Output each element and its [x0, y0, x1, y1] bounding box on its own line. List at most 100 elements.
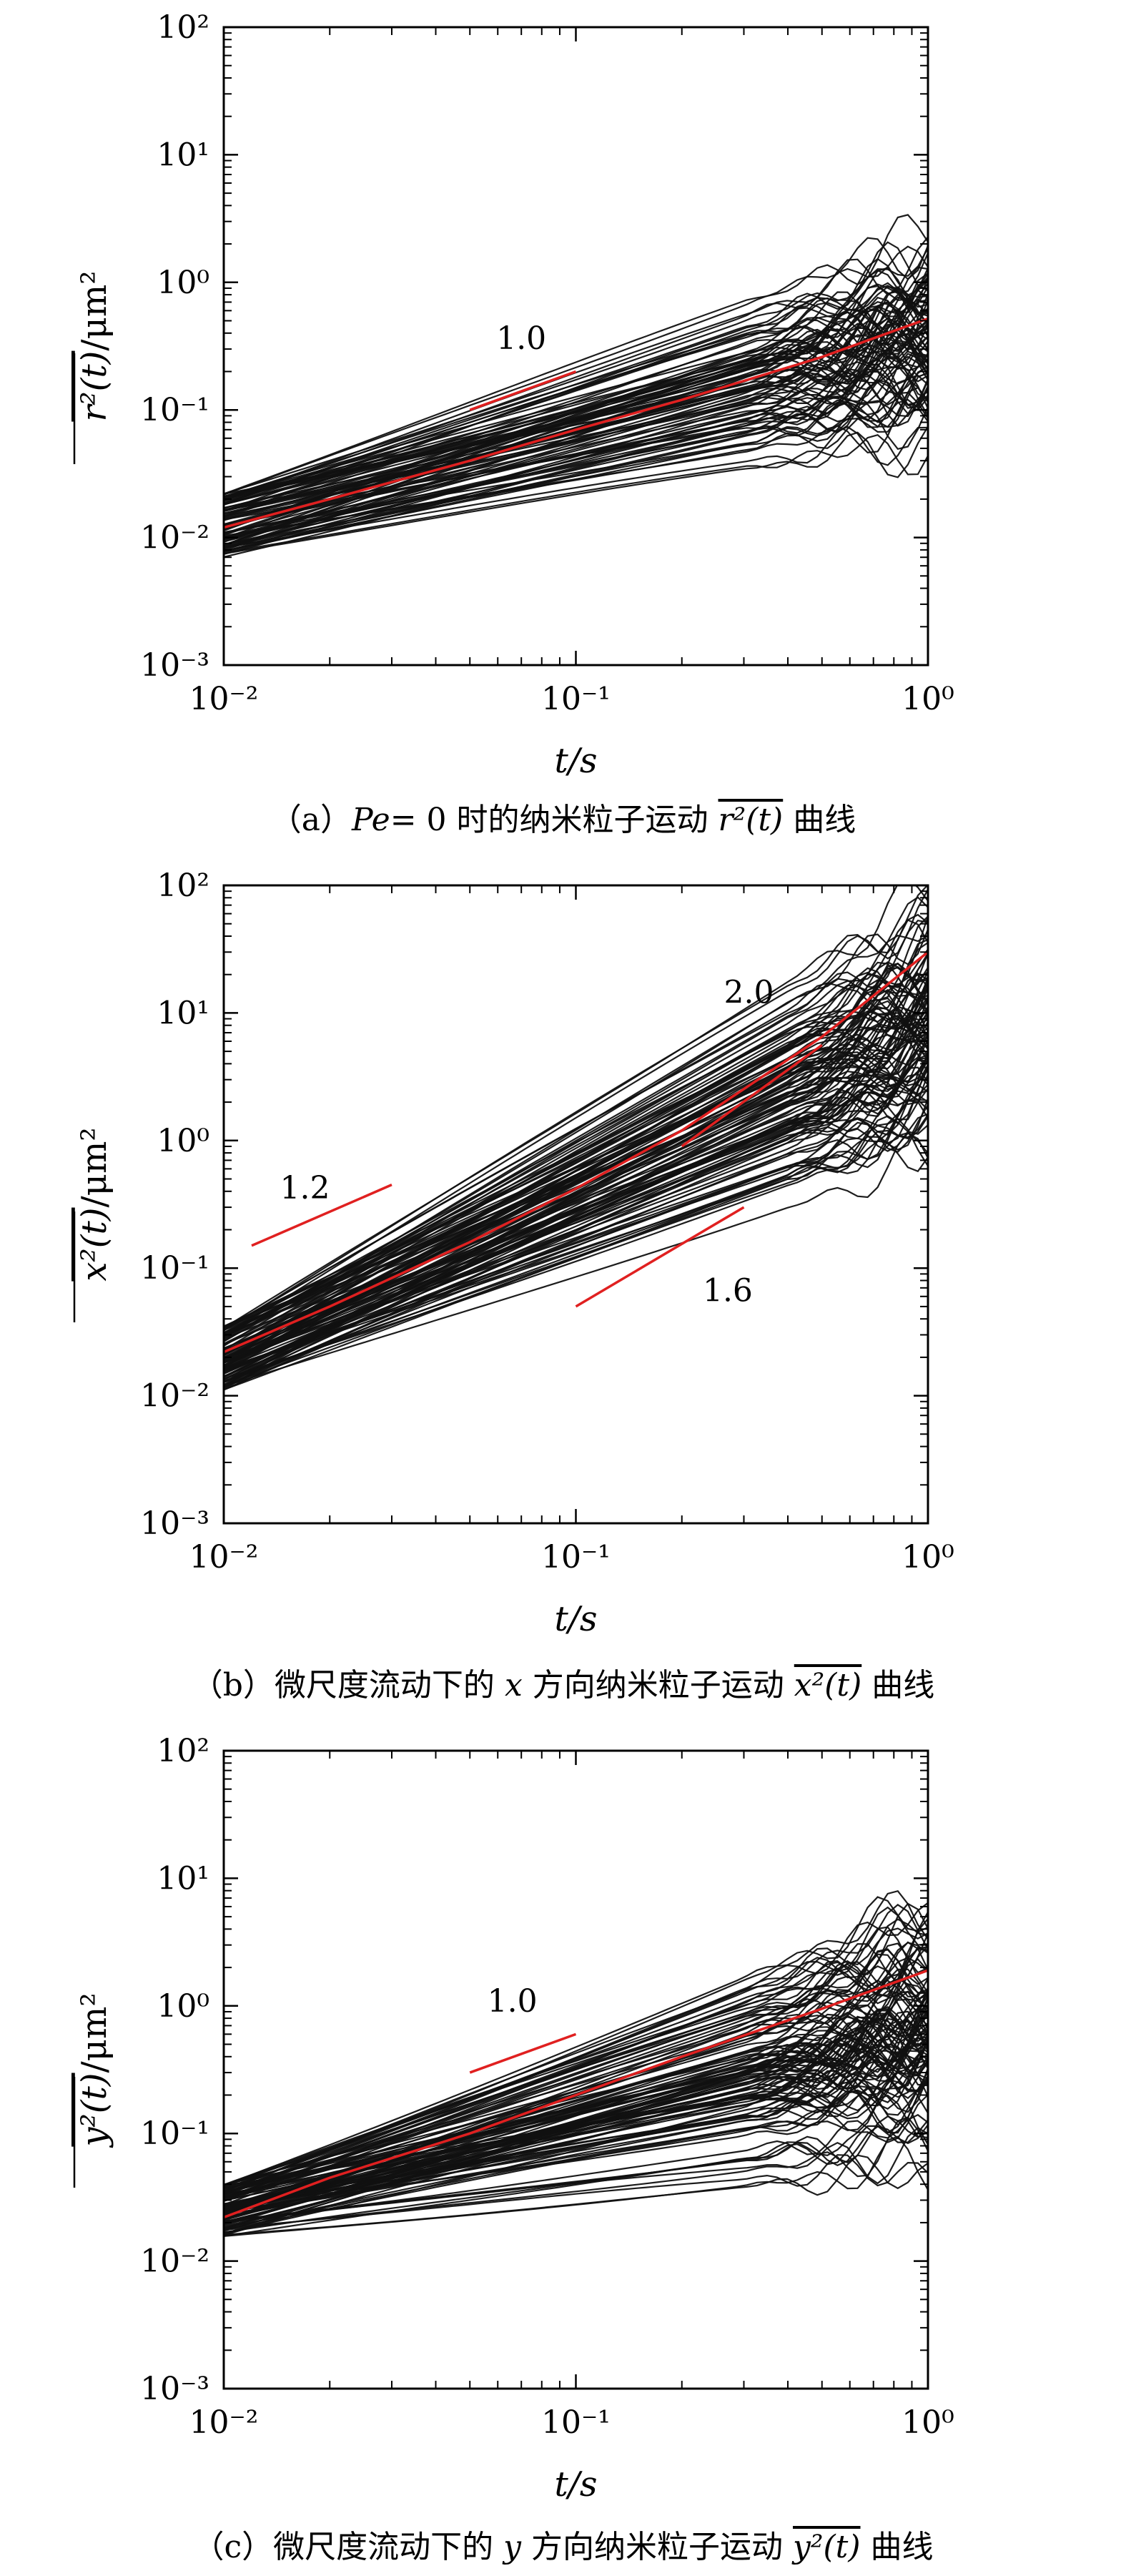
trajectory-line	[224, 340, 928, 498]
trajectory-line	[224, 961, 928, 1337]
slope-ref-line	[251, 1184, 392, 1247]
x-axis-label: t/s	[554, 1599, 597, 1639]
caption-c-quantity: y²(t)	[793, 2529, 861, 2565]
trajectory-line	[224, 296, 928, 521]
trajectory-line	[224, 313, 928, 498]
trajectory-line	[224, 1117, 928, 1380]
trajectory-line	[224, 2124, 928, 2222]
mean-curve	[224, 950, 928, 1354]
trajectory-line	[224, 971, 928, 1367]
y-axis-quantity: x²(t)	[74, 1208, 114, 1282]
chart-panel-a: 1.0 10⁻² 10⁻¹ 10⁰ 10⁻³ 10⁻² 10⁻¹ 10⁰ 10¹ 10² t/s r²…	[0, 0, 1126, 858]
chart-panel-b: 1.2 1.6 2.0 10⁻² 10⁻¹ 10⁰ 10⁻³ 10⁻² 10⁻¹ 10⁰ 10¹ 10…	[0, 858, 1126, 1716]
trajectory-line	[224, 965, 928, 1357]
plot-frame	[222, 26, 929, 667]
chart-a-caption: （a）Pe= 0 时的纳米粒子运动 r²(t) 曲线	[0, 794, 1126, 840]
chart-c-plot: 1.010⁻² 10⁻¹ 10⁰10⁻³10⁻²10⁻¹10⁰10¹10²t/sy²…	[73, 1733, 954, 2504]
y-tick-label: 10⁻³	[140, 1505, 209, 1542]
chart-c-caption: （c）微尺度流动下的 y 方向纳米粒子运动 y²(t) 曲线	[0, 2521, 1126, 2567]
trajectory-line	[224, 374, 928, 527]
trajectory-line	[224, 378, 928, 558]
mean-curve	[224, 317, 928, 529]
trajectory-line	[224, 2094, 928, 2237]
trajectory-line	[224, 1114, 928, 1371]
trajectory-line	[224, 317, 928, 536]
y-axis-unit: /μm²	[74, 270, 114, 350]
trajectory-line	[224, 300, 928, 549]
y-tick-label: 10⁻²	[140, 1378, 209, 1415]
trajectory-line	[224, 1098, 928, 1364]
slope-ref-line	[575, 1206, 745, 1308]
y-axis-unit: /μm²	[74, 1992, 114, 2073]
y-axis-label-text: x²(t)/μm²	[74, 1127, 114, 1281]
y-axis-label-text: y²(t)/μm²	[74, 1992, 114, 2148]
chart-b-plot: 1.21.62.010⁻² 10⁻¹ 10⁰10⁻³10⁻²10⁻¹10⁰10¹10…	[73, 867, 954, 1639]
trajectory-line	[224, 285, 928, 498]
slope-ref-label: 1.6	[703, 1273, 753, 1309]
slope-ref-label: 2.0	[724, 974, 774, 1011]
trajectory-line	[224, 997, 928, 1328]
slope-ref-label: 1.0	[496, 320, 546, 357]
slope-ref-label: 1.0	[488, 1983, 538, 2020]
caption-b-var: x	[504, 1667, 523, 1704]
trajectory-line	[224, 1073, 928, 1391]
trajectory-line	[224, 355, 928, 541]
y-tick-label: 10²	[157, 9, 209, 46]
trajectory-line	[224, 1997, 928, 2236]
trajectory-line	[224, 885, 928, 1329]
trajectory-line	[224, 2135, 928, 2237]
trajectory-line	[224, 1104, 928, 1384]
y-tick-label: 10²	[157, 1733, 209, 1769]
x-axis-label: t/s	[554, 2464, 597, 2504]
trajectory-line	[224, 348, 928, 526]
caption-a-quantity: r²(t)	[718, 802, 784, 838]
caption-c-middle2: 方向纳米粒子运动	[531, 2529, 783, 2565]
y-axis-quantity: y²(t)	[74, 2073, 114, 2148]
y-tick-label: 10⁻¹	[140, 1250, 209, 1287]
trajectory-line	[224, 915, 928, 1351]
slope-ref-label: 1.2	[280, 1170, 330, 1206]
x-tick-label: 10⁰	[902, 681, 954, 717]
y-tick-label: 10⁰	[157, 265, 209, 301]
trajectory-line	[224, 1094, 928, 1360]
trajectory-line	[224, 2022, 928, 2223]
trajectory-line	[224, 335, 928, 550]
trajectory-line	[224, 885, 928, 1332]
trajectory-line	[224, 348, 928, 548]
trajectory-line	[224, 1926, 928, 2202]
slope-ref-line	[469, 2032, 577, 2074]
y-tick-label: 10¹	[157, 995, 209, 1031]
x-tick-label: 10⁻¹	[541, 1539, 611, 1575]
y-tick-label: 10⁻¹	[140, 392, 209, 428]
x-tick-label: 10⁰	[902, 1539, 954, 1575]
x-axis-label: t/s	[554, 741, 597, 781]
trajectory-line	[224, 237, 928, 495]
y-tick-label: 10⁰	[157, 1123, 209, 1159]
x-tick-label: 10⁰	[902, 2404, 954, 2441]
caption-b-prefix: （b）	[191, 1667, 275, 1704]
trajectory-line	[224, 365, 928, 553]
caption-b-quantity: x²(t)	[794, 1667, 862, 1704]
trajectory-line	[224, 2042, 928, 2206]
trajectory-line	[224, 1001, 928, 1381]
trajectory-line	[224, 426, 928, 555]
trajectory-line	[224, 953, 928, 1354]
caption-a-prefix: （a）	[270, 802, 352, 838]
ensemble-group	[224, 214, 928, 558]
trajectory-line	[224, 370, 928, 527]
trajectory-line	[224, 962, 928, 1369]
trajectory-line	[224, 1034, 928, 1330]
trajectory-line	[224, 1140, 928, 1391]
trajectory-line	[224, 1990, 928, 2211]
trajectory-line	[224, 2154, 928, 2229]
trajectory-line	[224, 1132, 928, 1387]
slope-ref-line	[469, 370, 577, 411]
y-axis-label: x²(t)/μm²	[73, 1127, 114, 1322]
y-tick-label: 10⁻²	[140, 2243, 209, 2280]
trajectory-line	[224, 1007, 928, 1368]
caption-b-middle2: 方向纳米粒子运动	[532, 1667, 784, 1704]
ensemble-group	[224, 885, 928, 1391]
trajectory-line	[224, 913, 928, 1347]
y-axis-label: y²(t)/μm²	[73, 1992, 114, 2188]
trajectory-line	[224, 1989, 928, 2215]
